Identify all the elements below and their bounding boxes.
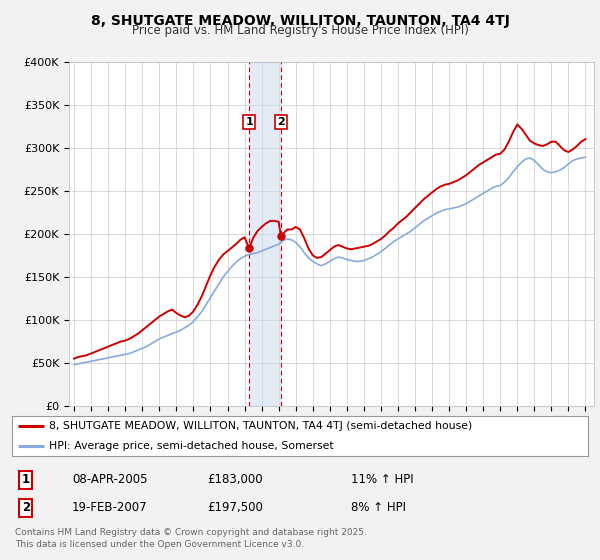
Text: 19-FEB-2007: 19-FEB-2007 [72, 501, 148, 515]
Text: 2: 2 [277, 117, 285, 127]
Text: 8, SHUTGATE MEADOW, WILLITON, TAUNTON, TA4 4TJ (semi-detached house): 8, SHUTGATE MEADOW, WILLITON, TAUNTON, T… [49, 421, 473, 431]
Text: Price paid vs. HM Land Registry's House Price Index (HPI): Price paid vs. HM Land Registry's House … [131, 24, 469, 36]
Text: 1: 1 [22, 473, 30, 487]
Text: 8% ↑ HPI: 8% ↑ HPI [351, 501, 406, 515]
Text: 1: 1 [245, 117, 253, 127]
Text: 8, SHUTGATE MEADOW, WILLITON, TAUNTON, TA4 4TJ: 8, SHUTGATE MEADOW, WILLITON, TAUNTON, T… [91, 14, 509, 28]
Text: 11% ↑ HPI: 11% ↑ HPI [351, 473, 413, 487]
Text: HPI: Average price, semi-detached house, Somerset: HPI: Average price, semi-detached house,… [49, 441, 334, 451]
Bar [249, 62, 281, 406]
Text: £197,500: £197,500 [207, 501, 263, 515]
Text: 2: 2 [22, 501, 30, 515]
Text: £183,000: £183,000 [207, 473, 263, 487]
Text: 08-APR-2005: 08-APR-2005 [72, 473, 148, 487]
Text: Contains HM Land Registry data © Crown copyright and database right 2025.
This d: Contains HM Land Registry data © Crown c… [15, 528, 367, 549]
